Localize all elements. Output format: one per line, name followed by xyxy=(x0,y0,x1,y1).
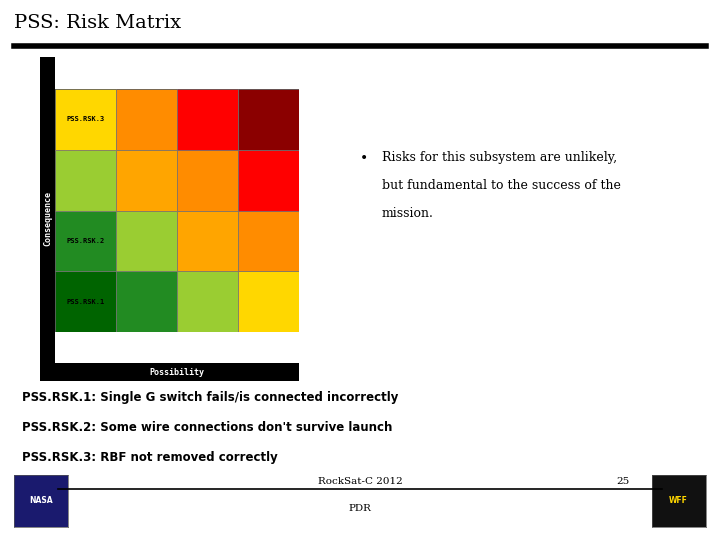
Bar xyxy=(117,150,177,211)
Bar xyxy=(55,211,117,272)
Text: 25: 25 xyxy=(616,477,629,486)
Bar xyxy=(238,211,299,272)
Text: Possibility: Possibility xyxy=(150,368,204,376)
Bar xyxy=(238,89,299,150)
Text: NASA: NASA xyxy=(30,496,53,505)
Text: Risks for this subsystem are unlikely,: Risks for this subsystem are unlikely, xyxy=(382,151,617,164)
Bar xyxy=(117,272,177,332)
Text: WFF: WFF xyxy=(669,496,688,505)
Bar xyxy=(238,272,299,332)
Bar xyxy=(117,89,177,150)
Bar xyxy=(177,272,238,332)
Text: but fundamental to the success of the: but fundamental to the success of the xyxy=(382,179,621,192)
Text: PDR: PDR xyxy=(348,504,372,513)
Text: mission.: mission. xyxy=(382,207,433,220)
Text: RockSat-C 2012: RockSat-C 2012 xyxy=(318,477,402,486)
Bar xyxy=(55,150,117,211)
Bar xyxy=(55,89,117,150)
Text: Consequence: Consequence xyxy=(43,191,52,246)
Bar xyxy=(177,211,238,272)
Bar xyxy=(55,272,117,332)
Text: PSS.RSK.2: PSS.RSK.2 xyxy=(67,238,105,244)
Text: PSS.RSK.1: PSS.RSK.1 xyxy=(67,299,105,305)
Bar xyxy=(177,89,238,150)
Bar xyxy=(117,211,177,272)
Bar xyxy=(177,150,238,211)
Text: PSS.RSK.3: PSS.RSK.3 xyxy=(67,116,105,123)
Text: •: • xyxy=(360,151,368,165)
Text: PSS.RSK.3: RBF not removed correctly: PSS.RSK.3: RBF not removed correctly xyxy=(22,451,277,464)
Text: PSS: Risk Matrix: PSS: Risk Matrix xyxy=(14,14,181,31)
Bar xyxy=(238,150,299,211)
Text: PSS.RSK.1: Single G switch fails/is connected incorrectly: PSS.RSK.1: Single G switch fails/is conn… xyxy=(22,392,398,404)
Text: PSS.RSK.2: Some wire connections don't survive launch: PSS.RSK.2: Some wire connections don't s… xyxy=(22,421,392,434)
